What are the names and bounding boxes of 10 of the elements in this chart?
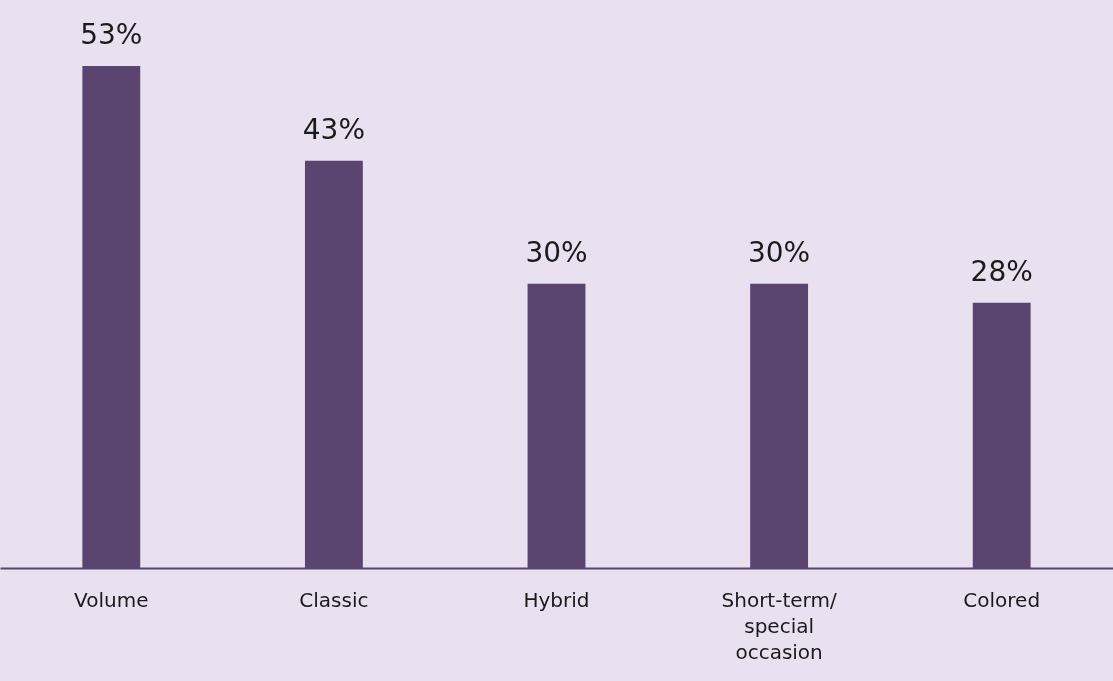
x-tick-label: Short-term/ special occasion: [721, 587, 837, 664]
data-label: 53%: [80, 18, 143, 51]
data-label: 30%: [747, 235, 811, 269]
x-tick-label: Hybrid: [523, 587, 590, 612]
x-tick-label: Volume: [74, 587, 149, 612]
x-tick-label: Colored: [963, 587, 1041, 612]
data-label: 30%: [525, 235, 588, 269]
data-label: 43%: [302, 112, 366, 146]
data-label: 28%: [970, 254, 1033, 288]
x-tick-label: Classic: [299, 587, 369, 612]
